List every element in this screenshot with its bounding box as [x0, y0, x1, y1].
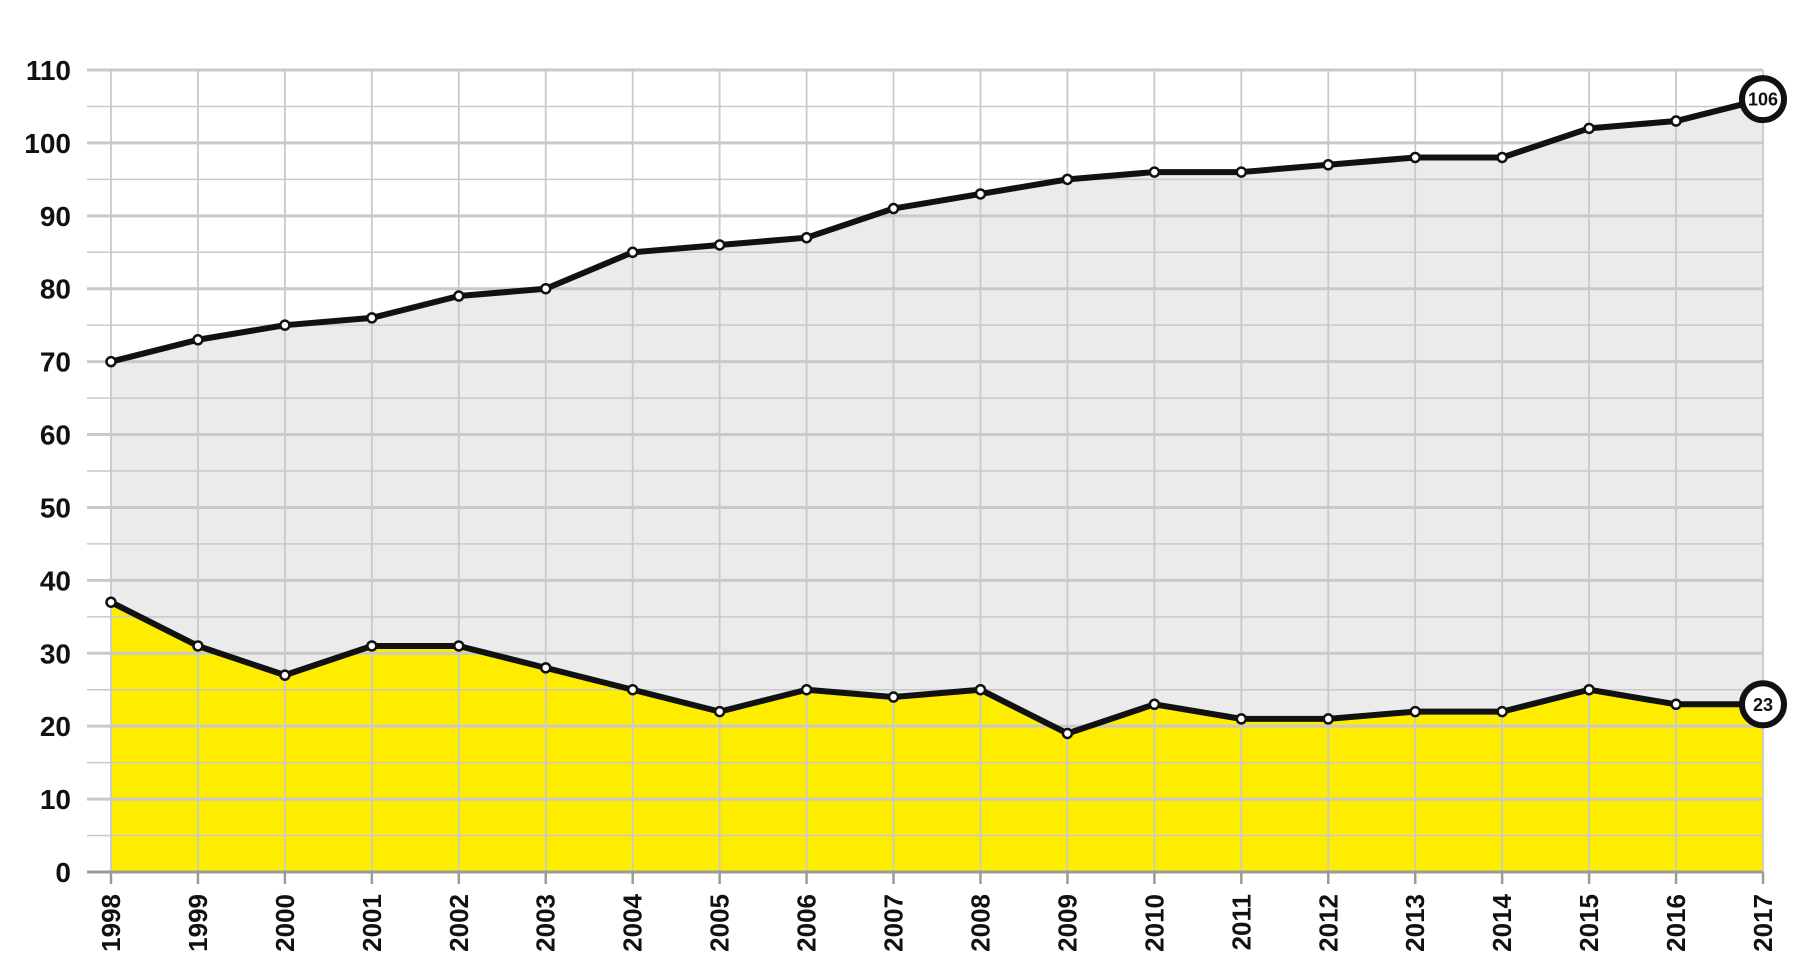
end-value-label: 106: [1748, 90, 1778, 110]
data-point: [887, 202, 900, 215]
x-tick-label: 2008: [965, 894, 995, 952]
x-tick-label: 2013: [1400, 894, 1430, 952]
y-tick-label: 50: [40, 492, 71, 523]
data-point: [1235, 713, 1248, 725]
data-point: [626, 246, 639, 259]
x-tick-label: 1999: [183, 894, 213, 952]
data-point: [974, 683, 987, 696]
series-line-2: [108, 599, 1766, 737]
x-tick-label: 2015: [1574, 894, 1604, 952]
x-tick-label: 2007: [879, 894, 909, 952]
y-tick-label: 60: [40, 420, 71, 451]
data-point: [974, 188, 987, 200]
x-tick-label: 2010: [1139, 894, 1169, 952]
area-fill-2: [111, 602, 1763, 872]
x-tick-label: 2012: [1313, 894, 1343, 952]
data-point: [800, 683, 813, 696]
axes: [87, 870, 1765, 884]
x-tick-label: 2005: [705, 894, 735, 952]
x-tick-label: 2003: [531, 894, 561, 952]
y-tick-label: 70: [40, 347, 71, 378]
y-tick-label: 40: [40, 565, 71, 596]
end-value-labels: 106 23: [1739, 75, 1787, 729]
x-tick-label: 1998: [96, 894, 126, 952]
x-tick-label: 2011: [1226, 894, 1256, 950]
data-point: [1496, 151, 1508, 164]
data-point: [1235, 166, 1248, 178]
data-point: [1148, 166, 1161, 178]
data-point: [887, 691, 900, 703]
data-point: [713, 705, 726, 718]
data-point: [539, 282, 552, 295]
data-point: [453, 640, 465, 652]
data-point: [1322, 713, 1335, 725]
y-tick-label: 110: [26, 55, 71, 86]
data-point: [105, 596, 117, 608]
x-tick-label: 2002: [444, 894, 474, 952]
y-tick-label: 30: [40, 638, 71, 669]
y-tick-label: 80: [40, 274, 71, 305]
data-point: [366, 640, 378, 652]
data-point: [539, 662, 552, 674]
data-point: [626, 683, 639, 696]
data-point: [1409, 705, 1421, 718]
data-points: [105, 115, 1682, 740]
x-tick-label: 2014: [1487, 893, 1517, 951]
data-point: [1061, 173, 1074, 186]
data-point: [279, 319, 291, 331]
y-tick-label: 90: [40, 201, 71, 232]
data-point: [1670, 115, 1682, 127]
end-badge: [1739, 680, 1787, 729]
x-tick-label: 2017: [1748, 894, 1778, 952]
data-point: [1583, 122, 1595, 135]
y-tick-label: 10: [40, 784, 71, 815]
data-point: [192, 640, 204, 652]
data-point: [1583, 683, 1595, 696]
x-tick-labels: 1998 1999 2000 2001 2002 2003 2004 2005 2006 2007…: [96, 893, 1778, 951]
data-point: [1496, 705, 1508, 718]
y-tick-label: 20: [40, 711, 71, 742]
y-tick-label: 0: [55, 857, 71, 888]
end-value-label: 23: [1753, 695, 1773, 715]
data-point: [1322, 159, 1335, 171]
y-tick-labels: 0 10 20 30 40 50 60 70 80 90 100 110: [24, 55, 71, 888]
data-point: [366, 312, 378, 324]
x-tick-label: 2001: [357, 894, 387, 952]
series-lines: [108, 96, 1766, 737]
data-point: [1670, 698, 1682, 711]
data-point: [453, 290, 465, 302]
data-point: [192, 334, 204, 346]
data-point: [1061, 727, 1074, 740]
data-point: [713, 239, 726, 251]
data-point: [1148, 698, 1161, 711]
data-point: [1409, 151, 1421, 164]
data-point: [105, 355, 117, 368]
x-tick-label: 2000: [270, 894, 300, 952]
data-point: [800, 231, 813, 244]
data-point: [279, 669, 291, 681]
end-badge: [1739, 75, 1787, 124]
x-tick-label: 2006: [792, 894, 822, 952]
x-tick-label: 2009: [1052, 894, 1082, 952]
y-tick-label: 100: [24, 128, 71, 159]
series-line-1: [108, 96, 1766, 365]
x-tick-label: 2004: [618, 893, 648, 951]
x-tick-label: 2016: [1661, 894, 1691, 952]
